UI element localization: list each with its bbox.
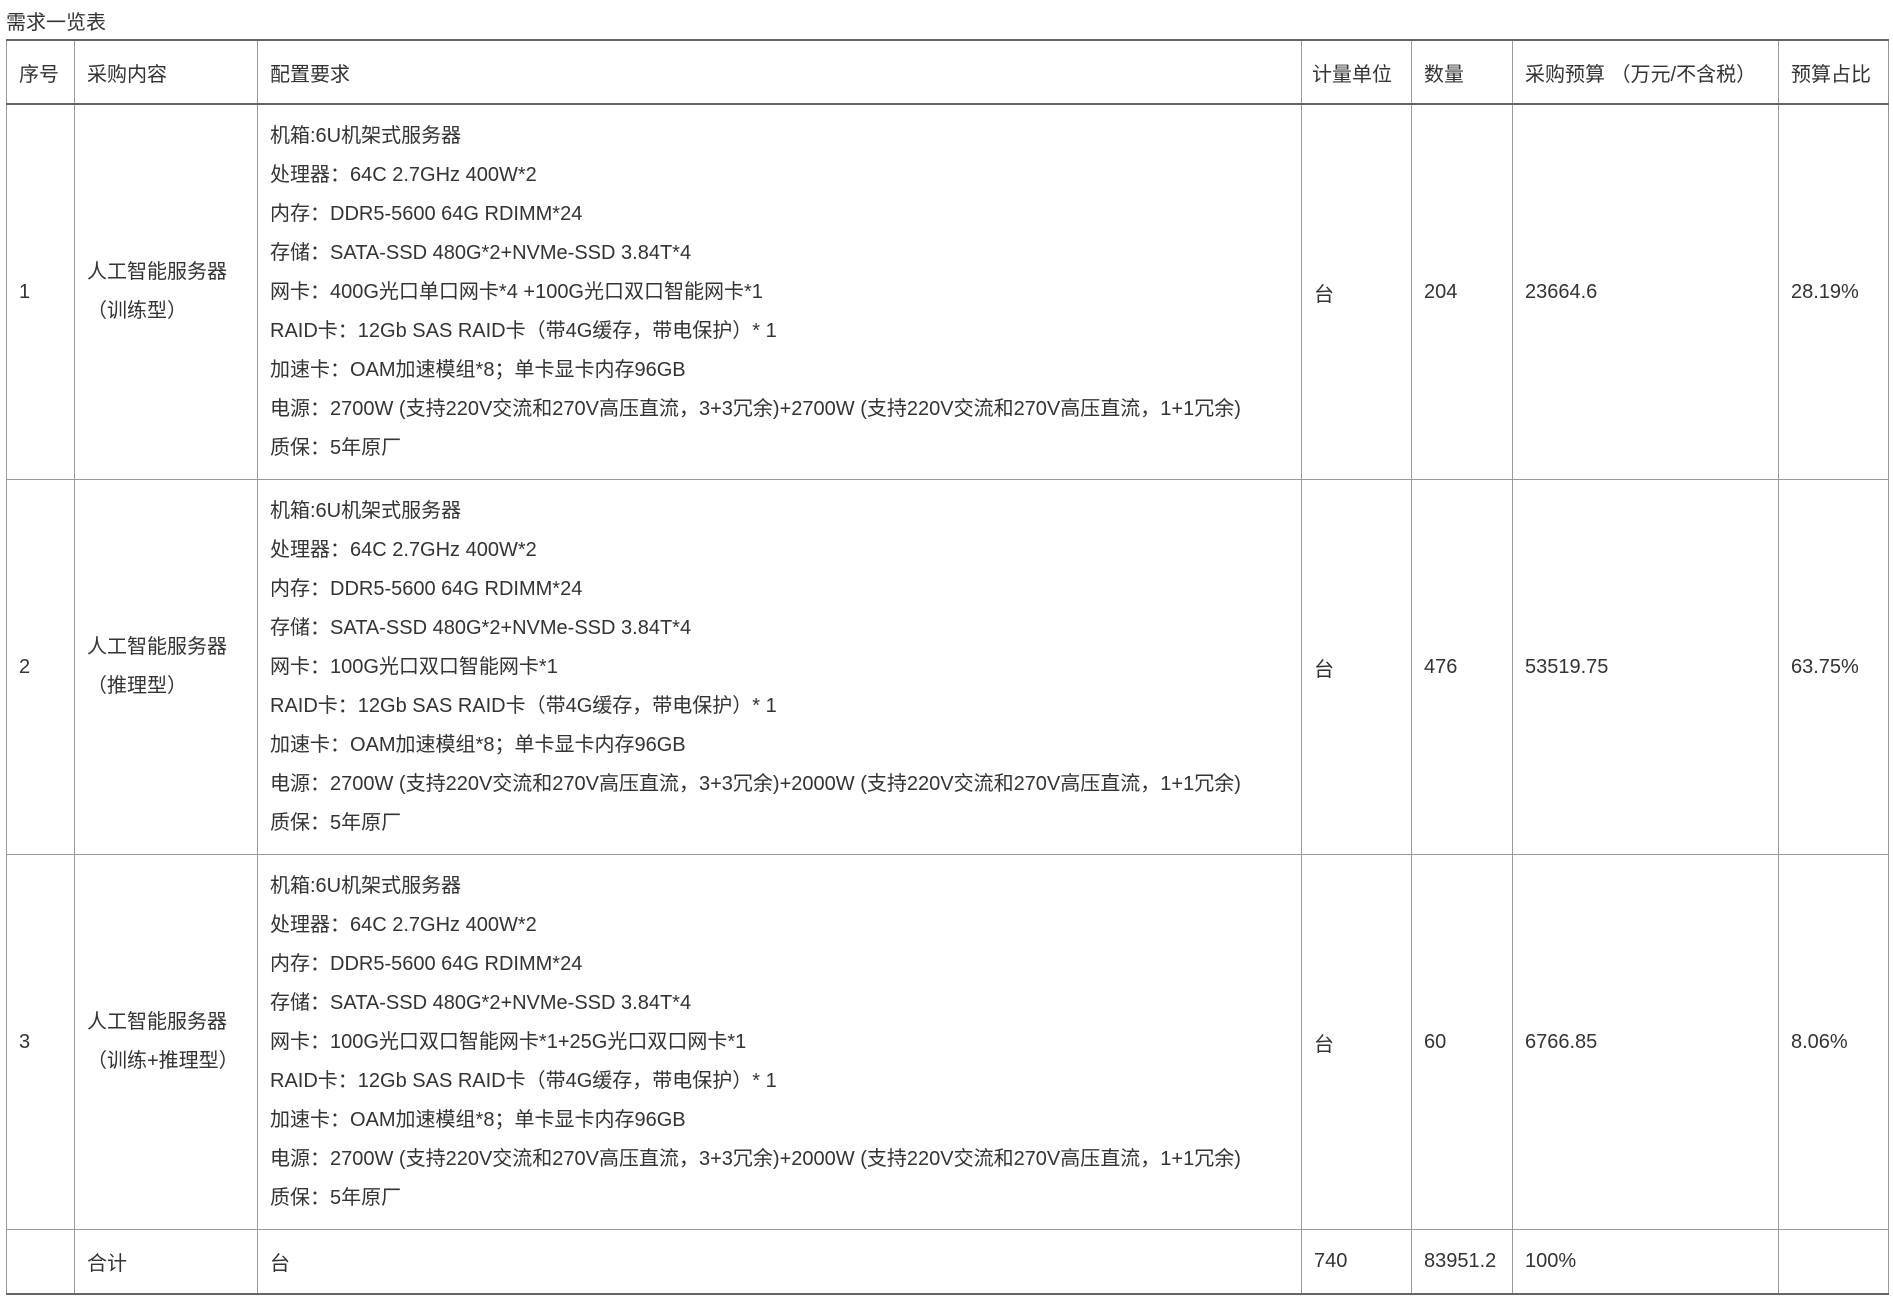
config-line: 存储：SATA-SSD 480G*2+NVMe-SSD 3.84T*4 xyxy=(270,991,692,1014)
row-name: 人工智能服务器 （训练型） xyxy=(74,103,258,480)
total-row: 合计 台 740 83951.2 100% xyxy=(6,1229,1889,1295)
config-line: RAID卡：12Gb SAS RAID卡（带4G缓存，带电保护）* 1 xyxy=(270,1069,777,1092)
header-cell: 预算占比 xyxy=(1778,39,1889,105)
row-qty: 476 xyxy=(1411,479,1513,855)
row-budget: 53519.75 xyxy=(1512,479,1779,855)
table-header-row: 序号 采购内容 配置要求 计量单位 数量 采购预算 （万元/不含税） 预算占比 xyxy=(6,39,1889,105)
table-row: 3 人工智能服务器 （训练+推理型） 机箱:6U机架式服务器处理器：64C 2.7GH… xyxy=(6,854,1889,1230)
config-line: 网卡：100G光口双口智能网卡*1 xyxy=(270,655,558,678)
config-line: RAID卡：12Gb SAS RAID卡（带4G缓存，带电保护）* 1 xyxy=(270,319,777,342)
config-line: 电源：2700W (支持220V交流和270V高压直流，3+3冗余)+2000W… xyxy=(270,772,1241,795)
row-unit-text: 台 xyxy=(1314,1033,1334,1056)
config-line: 电源：2700W (支持220V交流和270V高压直流，3+3冗余)+2000W… xyxy=(270,1147,1241,1170)
row-unit: 台 xyxy=(1301,854,1412,1230)
total-no xyxy=(6,1229,75,1295)
row-name-line: 人工智能服务器 xyxy=(87,636,227,658)
config-line: 机箱:6U机架式服务器 xyxy=(270,874,462,897)
config-line: 质保：5年原厂 xyxy=(270,1186,402,1209)
row-name-line: （训练+推理型） xyxy=(87,1050,239,1072)
config-line: 机箱:6U机架式服务器 xyxy=(270,124,462,147)
header-cell: 数量 xyxy=(1411,39,1513,105)
config-line: 加速卡：OAM加速模组*8；单卡显卡内存96GB xyxy=(270,1108,686,1131)
config-line: 存储：SATA-SSD 480G*2+NVMe-SSD 3.84T*4 xyxy=(270,616,692,639)
row-unit-text: 台 xyxy=(1314,283,1334,306)
config-line: 机箱:6U机架式服务器 xyxy=(270,499,462,522)
row-config: 机箱:6U机架式服务器处理器：64C 2.7GHz 400W*2 内存：DDR5-… xyxy=(257,103,1302,480)
table-title: 需求一览表 xyxy=(6,12,106,34)
row-qty-text: 60 xyxy=(1424,1030,1447,1053)
requirements-table: 序号 采购内容 配置要求 计量单位 数量 采购预算 （万元/不含税） 预算占比 … xyxy=(6,39,1889,1295)
row-qty-text: 476 xyxy=(1424,655,1458,678)
row-budget-text: 23664.6 xyxy=(1525,280,1598,303)
total-label: 合计 xyxy=(74,1229,258,1295)
total-ratio: 100% xyxy=(1512,1229,1779,1295)
config-line: 质保：5年原厂 xyxy=(270,436,402,459)
config-line: 内存：DDR5-5600 64G RDIMM*24 xyxy=(270,202,583,225)
row-name-line: （训练型） xyxy=(87,300,187,322)
row-name-line: 人工智能服务器 xyxy=(87,1011,227,1033)
total-empty xyxy=(1778,1229,1889,1295)
header-cell: 配置要求 xyxy=(257,39,1302,105)
row-no-text: 3 xyxy=(19,1030,31,1053)
row-no-text: 2 xyxy=(19,655,31,678)
row-unit: 台 xyxy=(1301,479,1412,855)
config-line: 加速卡：OAM加速模组*8；单卡显卡内存96GB xyxy=(270,733,686,756)
row-config: 机箱:6U机架式服务器处理器：64C 2.7GHz 400W*2 内存：DDR5-… xyxy=(257,479,1302,855)
row-budget-text: 53519.75 xyxy=(1525,655,1609,678)
row-qty-text: 204 xyxy=(1424,280,1458,303)
total-budget: 83951.2 xyxy=(1411,1229,1513,1295)
row-budget: 6766.85 xyxy=(1512,854,1779,1230)
config-line: 质保：5年原厂 xyxy=(270,811,402,834)
config-line: 处理器：64C 2.7GHz 400W*2 xyxy=(270,163,537,186)
total-qty: 740 xyxy=(1301,1229,1412,1295)
table-row: 2 人工智能服务器 （推理型） 机箱:6U机架式服务器处理器：64C 2.7GHz 4… xyxy=(6,479,1889,855)
row-config: 机箱:6U机架式服务器处理器：64C 2.7GHz 400W*2 内存：DDR5-… xyxy=(257,854,1302,1230)
row-ratio: 8.06% xyxy=(1778,854,1889,1230)
total-unit: 台 xyxy=(257,1229,1302,1295)
row-budget-text: 6766.85 xyxy=(1525,1030,1598,1053)
row-name-line: （推理型） xyxy=(87,675,187,697)
row-name-line: 人工智能服务器 xyxy=(87,261,227,283)
row-ratio: 63.75% xyxy=(1778,479,1889,855)
row-no: 3 xyxy=(6,854,75,1230)
header-cell: 计量单位 xyxy=(1301,39,1412,105)
header-cell: 序号 xyxy=(6,39,75,105)
row-qty: 60 xyxy=(1411,854,1513,1230)
config-line: RAID卡：12Gb SAS RAID卡（带4G缓存，带电保护）* 1 xyxy=(270,694,777,717)
row-ratio: 28.19% xyxy=(1778,103,1889,480)
row-ratio-text: 28.19% xyxy=(1791,280,1859,303)
header-cell: 采购预算 （万元/不含税） xyxy=(1512,39,1779,105)
row-no-text: 1 xyxy=(19,280,31,303)
row-no: 1 xyxy=(6,103,75,480)
row-no: 2 xyxy=(6,479,75,855)
config-line: 内存：DDR5-5600 64G RDIMM*24 xyxy=(270,577,583,600)
config-line: 网卡：400G光口单口网卡*4 +100G光口双口智能网卡*1 xyxy=(270,280,763,303)
config-line: 处理器：64C 2.7GHz 400W*2 xyxy=(270,913,537,936)
config-line: 网卡：100G光口双口智能网卡*1+25G光口双口网卡*1 xyxy=(270,1030,747,1053)
config-line: 处理器：64C 2.7GHz 400W*2 xyxy=(270,538,537,561)
config-line: 加速卡：OAM加速模组*8；单卡显卡内存96GB xyxy=(270,358,686,381)
row-name: 人工智能服务器 （推理型） xyxy=(74,479,258,855)
table-row: 1 人工智能服务器 （训练型） 机箱:6U机架式服务器处理器：64C 2.7GHz 4… xyxy=(6,103,1889,480)
config-line: 电源：2700W (支持220V交流和270V高压直流，3+3冗余)+2700W… xyxy=(270,397,1241,420)
row-ratio-text: 8.06% xyxy=(1791,1030,1848,1053)
config-line: 存储：SATA-SSD 480G*2+NVMe-SSD 3.84T*4 xyxy=(270,241,692,264)
config-line: 内存：DDR5-5600 64G RDIMM*24 xyxy=(270,952,583,975)
row-unit-text: 台 xyxy=(1314,658,1334,681)
row-unit: 台 xyxy=(1301,103,1412,480)
row-qty: 204 xyxy=(1411,103,1513,480)
row-ratio-text: 63.75% xyxy=(1791,655,1859,678)
row-name: 人工智能服务器 （训练+推理型） xyxy=(74,854,258,1230)
header-cell: 采购内容 xyxy=(74,39,258,105)
row-budget: 23664.6 xyxy=(1512,103,1779,480)
